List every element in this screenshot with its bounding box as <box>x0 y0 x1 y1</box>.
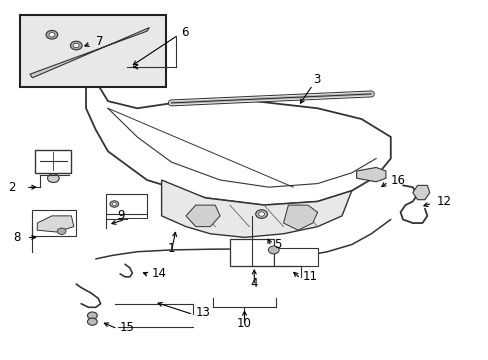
Circle shape <box>70 41 82 50</box>
Text: 13: 13 <box>195 306 210 319</box>
Text: 14: 14 <box>152 267 166 280</box>
Bar <box>273 248 317 266</box>
Text: 3: 3 <box>312 73 320 86</box>
Polygon shape <box>86 65 390 205</box>
Text: 16: 16 <box>390 174 405 186</box>
Polygon shape <box>412 185 429 200</box>
Circle shape <box>47 174 59 183</box>
Bar <box>35 149 71 173</box>
Circle shape <box>87 312 97 319</box>
Text: 5: 5 <box>273 238 281 251</box>
Bar <box>20 15 166 87</box>
Text: 11: 11 <box>303 270 317 283</box>
Text: 15: 15 <box>120 320 135 333</box>
Text: 12: 12 <box>436 195 451 208</box>
Text: 10: 10 <box>237 317 251 330</box>
Circle shape <box>110 201 119 207</box>
Polygon shape <box>185 205 220 226</box>
Polygon shape <box>30 28 149 78</box>
Circle shape <box>73 43 79 48</box>
Polygon shape <box>37 216 74 232</box>
Bar <box>229 239 273 266</box>
Polygon shape <box>356 167 385 182</box>
Text: 4: 4 <box>250 278 258 291</box>
Polygon shape <box>161 180 351 237</box>
Circle shape <box>57 228 66 234</box>
Bar <box>32 211 76 235</box>
Circle shape <box>268 246 279 254</box>
Circle shape <box>258 212 264 216</box>
Polygon shape <box>283 205 317 230</box>
Text: 6: 6 <box>181 27 188 40</box>
Circle shape <box>49 33 55 37</box>
Text: 8: 8 <box>13 231 20 244</box>
Text: 9: 9 <box>117 210 125 222</box>
Circle shape <box>46 31 58 39</box>
Text: 2: 2 <box>8 181 15 194</box>
Circle shape <box>87 318 97 325</box>
Text: 7: 7 <box>96 35 103 49</box>
Text: 1: 1 <box>167 242 175 255</box>
Circle shape <box>112 203 116 206</box>
Bar <box>105 194 147 214</box>
Circle shape <box>255 210 267 219</box>
